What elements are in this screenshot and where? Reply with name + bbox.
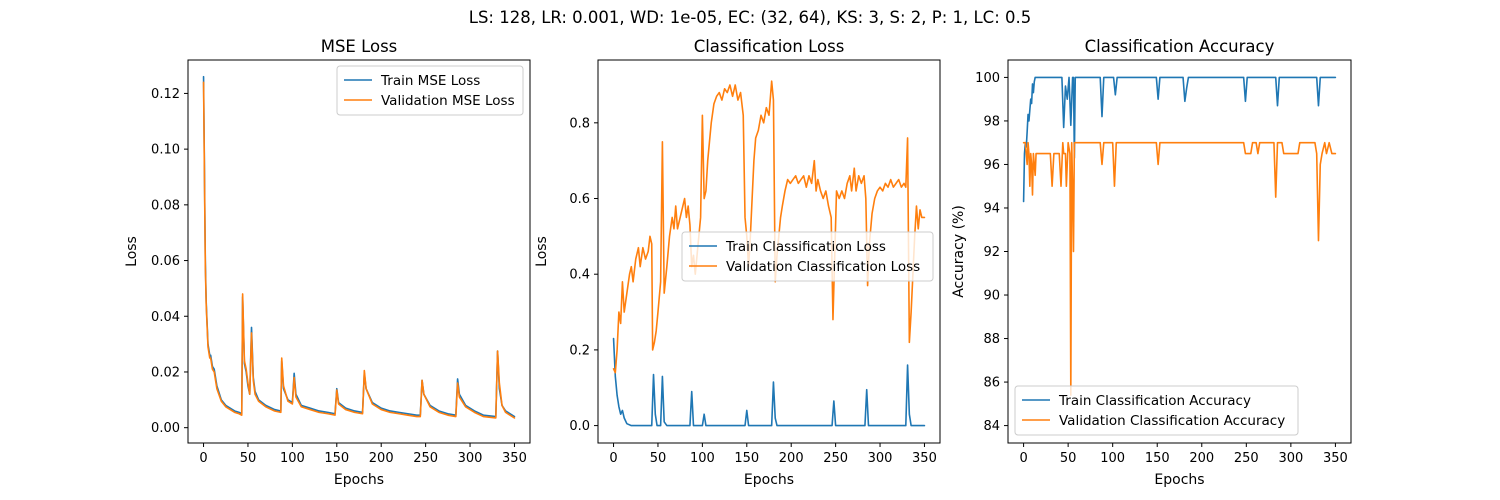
series-line-train (1022, 76, 1337, 203)
x-tick-label: 200 (779, 451, 804, 466)
series-line-validation (1022, 141, 1337, 396)
x-tick-label: 150 (324, 451, 349, 466)
series-line-validation (202, 81, 516, 419)
x-tick-label: 300 (458, 451, 483, 466)
y-axis-label: Loss (124, 236, 140, 267)
legend-label: Train MSE Loss (380, 73, 480, 89)
y-tick-label: 0.2 (569, 343, 590, 358)
legend-box (336, 65, 524, 116)
x-tick-label: 250 (1234, 451, 1259, 466)
chart-title: Classification Loss (694, 37, 845, 56)
y-tick-label: 0.10 (151, 143, 180, 158)
x-axis-label: Epochs (1154, 472, 1204, 488)
chart-panel-1: 0 50 100 150 200 250 300 350 0.00 0.02 0.04 0.06 0.0… (124, 37, 531, 488)
legend-box (1014, 385, 1299, 436)
chart-panels: 0 50 100 150 200 250 300 3500.000.020.040.060.0… (124, 37, 1352, 488)
y-tick-label: 0.02 (151, 365, 180, 380)
x-tick-label: 250 (413, 451, 438, 466)
x-tick-label: 100 (280, 451, 305, 466)
legend-label: Train Classification Accuracy (1058, 393, 1251, 409)
x-tick-label: 200 (369, 451, 394, 466)
x-tick-label: 250 (823, 451, 848, 466)
x-tick-label: 0 (1019, 451, 1027, 466)
series-line-train (612, 337, 926, 427)
series-line-train (202, 75, 516, 418)
x-tick-label: 100 (1100, 451, 1125, 466)
y-axis-label: Accuracy (%) (951, 205, 967, 298)
x-tick-label: 50 (650, 451, 667, 466)
legend: Train MSE Loss Validation MSE Loss (336, 65, 524, 116)
x-tick-label: 50 (240, 451, 257, 466)
y-tick-label: 0.06 (151, 254, 180, 269)
x-tick-label: 200 (1189, 451, 1214, 466)
y-tick-label: 92 (983, 245, 1000, 260)
x-tick-label: 150 (734, 451, 759, 466)
y-tick-label: 88 (983, 332, 1000, 347)
y-tick-label: 0.4 (569, 268, 590, 283)
x-tick-label: 100 (690, 451, 715, 466)
legend-box (681, 231, 934, 282)
x-tick-label: 0 (199, 451, 207, 466)
y-tick-label: 0.00 (151, 421, 180, 436)
series-line-validation (612, 80, 926, 374)
y-tick-label: 0.6 (569, 192, 590, 207)
figure-suptitle: LS: 128, LR: 0.001, WD: 1e-05, EC: (32, … (469, 8, 1032, 27)
legend-label: Train Classification Loss (725, 239, 886, 255)
legend-label: Validation Classification Loss (726, 259, 920, 275)
axes-frame (187, 59, 531, 444)
plot-area (202, 75, 516, 419)
x-axis-label: Epochs (334, 472, 384, 488)
y-tick-label: 0.08 (151, 198, 180, 213)
y-tick-label: 84 (983, 419, 1000, 434)
y-axis-label: Loss (534, 236, 550, 267)
legend-label: Validation MSE Loss (381, 93, 515, 109)
y-tick-label: 98 (983, 114, 1000, 129)
x-tick-label: 50 (1060, 451, 1077, 466)
x-tick-label: 350 (1323, 451, 1348, 466)
x-axis-label: Epochs (744, 472, 794, 488)
axes-frame (597, 59, 941, 444)
y-tick-label: 96 (983, 158, 1000, 173)
chart-panel-2: 0 50 100 150 200 250 300 350 0.0 0.2 0.4 0.6 0.8 Clas… (534, 37, 941, 488)
y-tick-label: 0.04 (151, 310, 180, 325)
plot-area (612, 80, 926, 427)
x-tick-label: 300 (1278, 451, 1303, 466)
y-tick-label: 0.0 (569, 419, 590, 434)
y-tick-label: 100 (975, 71, 1000, 86)
legend: Train Classification Loss Validation Clas… (681, 231, 934, 282)
x-tick-label: 0 (609, 451, 617, 466)
chart-title: Classification Accuracy (1085, 37, 1275, 56)
x-tick-label: 300 (868, 451, 893, 466)
chart-panel-3: 0 50 100 150 200 250 300 350 84 86 88 90 92 94 96 98 100… (951, 37, 1352, 488)
chart-title: MSE Loss (321, 37, 398, 56)
y-tick-label: 86 (983, 376, 1000, 391)
legend-label: Validation Classification Accuracy (1059, 413, 1285, 429)
x-tick-label: 350 (502, 451, 527, 466)
x-tick-label: 350 (912, 451, 937, 466)
y-tick-label: 0.8 (569, 116, 590, 131)
plot-area (1022, 76, 1337, 396)
x-tick-label: 150 (1145, 451, 1170, 466)
y-tick-label: 0.12 (151, 87, 180, 102)
y-tick-label: 90 (983, 289, 1000, 304)
y-tick-label: 94 (983, 201, 1000, 216)
legend: Train Classification Accuracy Validation … (1014, 385, 1299, 436)
